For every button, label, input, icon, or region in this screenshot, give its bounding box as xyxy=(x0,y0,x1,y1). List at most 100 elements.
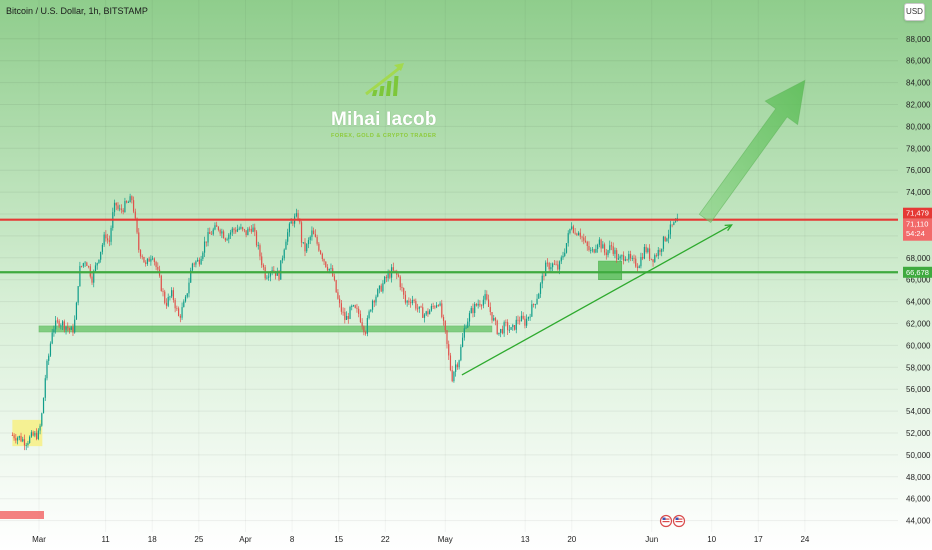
candle-body xyxy=(345,316,348,320)
candle-body xyxy=(126,201,128,203)
candle-body xyxy=(49,343,52,356)
candle-body xyxy=(576,233,578,236)
y-tick-label: 64,000 xyxy=(906,298,931,307)
candle-body xyxy=(72,327,74,333)
candle-body xyxy=(262,265,265,268)
candle-body xyxy=(200,258,202,265)
candle-body xyxy=(484,294,486,300)
candle-body xyxy=(565,243,568,253)
candle-body xyxy=(588,245,590,251)
candle-body xyxy=(321,253,323,259)
candle-body xyxy=(100,251,102,260)
candle-body xyxy=(465,327,467,329)
candle-body xyxy=(233,228,235,231)
candle-body xyxy=(198,259,200,265)
candle-body xyxy=(569,228,571,234)
candle-body xyxy=(356,307,358,309)
candle-body xyxy=(401,287,403,289)
watermark-name: Mihai Iacob xyxy=(331,109,437,130)
y-tick-label: 78,000 xyxy=(906,144,931,153)
candle-body xyxy=(392,267,394,271)
candle-body xyxy=(119,208,121,210)
candle-body xyxy=(626,259,628,261)
candle-body xyxy=(404,294,407,303)
candle-body xyxy=(84,262,86,264)
candle-body xyxy=(467,321,469,328)
candle-body xyxy=(197,259,199,262)
time-axis[interactable]: Mar 11 18 25 Apr 8 15 22 May 13 20 Jun 10 17 24 xyxy=(32,535,810,544)
candle-body xyxy=(406,300,408,303)
candle-body xyxy=(248,228,251,230)
currency-button[interactable]: USD xyxy=(904,3,925,21)
logo-swoosh-head xyxy=(394,63,404,71)
candle-body xyxy=(416,308,419,310)
symbol-title[interactable]: Bitcoin / U.S. Dollar, 1h, BITSTAMP xyxy=(6,6,148,16)
candle-body xyxy=(82,263,84,267)
y-tick-label: 66,000 xyxy=(906,276,931,285)
resistance-price-tag-box xyxy=(903,207,932,219)
candle-body xyxy=(597,244,599,250)
candle-body xyxy=(91,276,93,283)
candle-body xyxy=(67,326,69,329)
candle-body xyxy=(179,315,181,318)
candle-body xyxy=(108,240,110,242)
candle-body xyxy=(74,319,76,333)
candle-body xyxy=(619,256,621,259)
candle-body xyxy=(115,202,117,206)
candle-body xyxy=(139,249,142,257)
candle-body xyxy=(532,304,535,305)
candle-body xyxy=(612,246,614,254)
candle-body xyxy=(359,313,362,323)
candle-body xyxy=(436,305,438,308)
candle-body xyxy=(347,316,349,319)
candle-body xyxy=(120,208,123,210)
candle-body xyxy=(306,244,308,252)
flag-stripe xyxy=(662,521,670,523)
candle-body xyxy=(461,337,464,347)
target-arrow xyxy=(698,79,806,224)
candle-body xyxy=(647,248,649,253)
support-price-tag-text: 66,678 xyxy=(906,268,929,277)
candle-body xyxy=(155,261,157,268)
candle-body xyxy=(160,275,162,292)
candle-body xyxy=(271,270,273,273)
economic-event-flag-icon xyxy=(659,514,673,528)
candle-body xyxy=(581,236,583,238)
candle-body xyxy=(434,306,436,308)
candle-body xyxy=(292,221,294,224)
candle-body xyxy=(236,229,239,232)
candle-body xyxy=(352,305,355,307)
candle-body xyxy=(20,436,22,442)
candle-body xyxy=(524,318,526,326)
candle-body xyxy=(224,238,226,241)
candle-body xyxy=(482,299,484,306)
candle-body xyxy=(257,245,259,247)
candle-body xyxy=(344,312,346,320)
candle-body xyxy=(165,302,168,306)
candle-body xyxy=(610,245,613,247)
candle-body xyxy=(223,231,225,239)
price-axis[interactable]: 44,000 46,000 48,000 50,000 52,000 54,000 56,0… xyxy=(906,35,931,526)
economic-event-flag-icon xyxy=(672,514,686,528)
candle-body xyxy=(169,296,171,298)
candle-body xyxy=(207,232,209,243)
candle-body xyxy=(548,263,550,270)
candle-body xyxy=(280,260,282,280)
y-tick-label: 60,000 xyxy=(906,341,931,350)
candle-body xyxy=(136,218,138,233)
resistance-price-tag: 71,479 xyxy=(903,207,932,219)
flag-stripe xyxy=(675,518,683,520)
event-flags[interactable] xyxy=(659,514,686,528)
candle-body xyxy=(616,250,618,260)
candle-body xyxy=(591,249,594,251)
candle-body xyxy=(226,239,228,241)
candle-body xyxy=(666,238,668,241)
candle-body xyxy=(519,320,521,322)
candle-body xyxy=(167,296,169,306)
candle-body xyxy=(371,300,374,310)
x-tick-label: Mar xyxy=(32,535,46,544)
flag-stripe xyxy=(662,518,670,520)
candle-body xyxy=(164,291,166,303)
support-price-tag-box xyxy=(903,266,932,278)
